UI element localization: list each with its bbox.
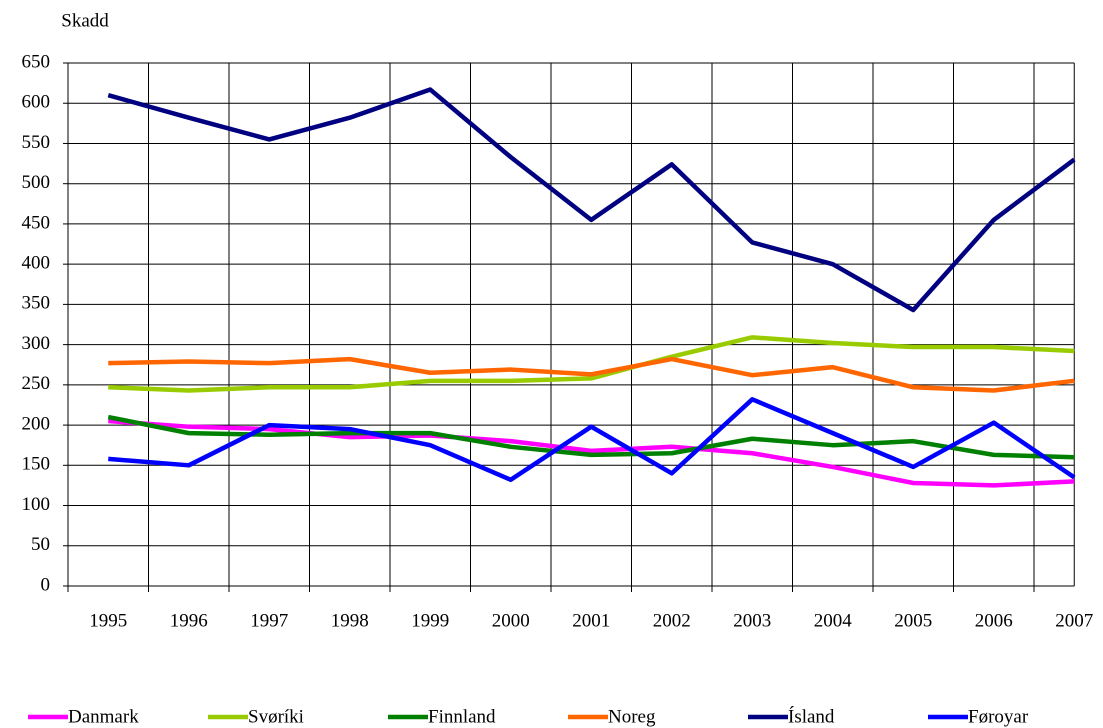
series-line	[108, 335, 1075, 393]
series-line	[108, 418, 1075, 488]
y-tick-label: 50	[31, 534, 50, 555]
x-tick-label: 2002	[653, 610, 691, 631]
x-tick-label: 2000	[492, 610, 530, 631]
y-tick-label: 150	[22, 454, 51, 475]
x-tick-label: 1999	[411, 610, 449, 631]
x-tick-label: 1995	[89, 610, 127, 631]
series-line	[107, 87, 1076, 313]
legend-label: Finnland	[428, 706, 496, 727]
x-tick-label: 2007	[1055, 610, 1093, 631]
series-line	[107, 414, 1075, 460]
y-tick-label: 400	[22, 253, 51, 274]
x-tick-label: 1997	[250, 610, 288, 631]
legend-label: Svøríki	[248, 706, 304, 727]
y-tick-label: 300	[22, 333, 51, 354]
legend-label: Noreg	[608, 706, 656, 727]
y-tick-label: 350	[22, 293, 51, 314]
x-tick-label: 2001	[572, 610, 610, 631]
y-tick-label: 450	[22, 212, 51, 233]
x-tick-label: 2004	[814, 610, 853, 631]
y-tick-label: 650	[22, 51, 51, 72]
x-tick-label: 2003	[733, 610, 771, 631]
legend-label: Danmark	[68, 706, 139, 727]
y-tick-label: 100	[22, 494, 51, 515]
y-tick-label: 250	[22, 373, 51, 394]
x-tick-label: 1998	[331, 610, 369, 631]
x-tick-label: 2006	[975, 610, 1013, 631]
y-tick-label: 550	[22, 132, 51, 153]
legend-label: Føroyar	[968, 706, 1029, 727]
x-tick-label: 1996	[170, 610, 208, 631]
y-tick-label: 0	[41, 574, 51, 595]
y-tick-label: 600	[22, 92, 51, 113]
x-tick-label: 2005	[894, 610, 932, 631]
series-line	[108, 356, 1075, 393]
y-tick-label: 500	[22, 172, 51, 193]
y-tick-label: 200	[22, 413, 51, 434]
series-line	[108, 397, 1076, 483]
legend-label: Ísland	[788, 705, 835, 727]
y-axis-label: Skadd	[61, 10, 109, 31]
